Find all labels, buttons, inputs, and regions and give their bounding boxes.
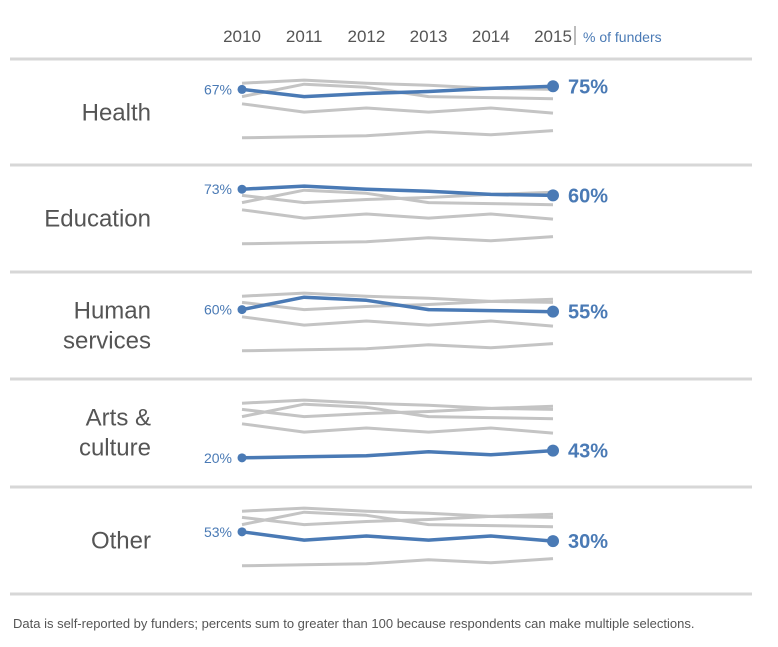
context-line — [241, 188, 554, 207]
category-label: Other — [91, 528, 151, 555]
start-value-label: 60% — [204, 302, 232, 318]
end-value-label: 60% — [568, 185, 608, 207]
year-label: 2011 — [286, 27, 323, 46]
context-line — [241, 557, 554, 568]
end-value-label: 30% — [568, 531, 608, 553]
end-value-label: 75% — [568, 76, 608, 98]
category-label: Human — [74, 298, 151, 325]
year-label: 2010 — [223, 27, 261, 46]
category-label: Arts & — [86, 405, 151, 432]
end-point — [547, 305, 559, 318]
footnote: Data is self-reported by funders; percen… — [13, 616, 695, 631]
category-label: Health — [82, 100, 151, 127]
start-point — [237, 527, 247, 537]
unit-label: % of funders — [583, 29, 662, 45]
context-line — [241, 235, 554, 246]
year-label: 2015 — [534, 27, 572, 46]
context-line — [241, 208, 554, 221]
end-value-label: 43% — [568, 441, 608, 463]
start-value-label: 73% — [204, 181, 232, 197]
context-line — [241, 342, 554, 353]
series-line — [241, 184, 554, 198]
series-line — [241, 84, 554, 99]
start-value-label: 67% — [204, 81, 232, 97]
context-line — [241, 398, 554, 411]
context-line — [241, 102, 554, 115]
start-value-label: 20% — [204, 450, 232, 466]
start-point — [237, 453, 247, 463]
start-point — [237, 305, 247, 315]
end-point — [547, 444, 559, 457]
start-point — [237, 84, 247, 94]
start-value-label: 53% — [204, 524, 232, 540]
end-point — [547, 189, 559, 202]
context-line — [241, 510, 554, 529]
start-point — [237, 184, 247, 194]
context-line — [241, 422, 554, 435]
category-label: Education — [44, 206, 151, 233]
end-value-label: 55% — [568, 302, 608, 324]
year-label: 2014 — [472, 27, 510, 46]
series-line — [241, 448, 554, 460]
category-label: culture — [79, 435, 151, 462]
end-point — [547, 535, 559, 548]
context-line — [241, 402, 554, 421]
end-point — [547, 80, 559, 93]
series-line — [241, 530, 554, 543]
context-line — [241, 315, 554, 328]
year-label: 2012 — [347, 27, 385, 46]
context-line — [241, 129, 554, 140]
category-label: services — [63, 328, 151, 355]
series-line — [241, 295, 554, 314]
context-line — [241, 291, 554, 304]
context-line — [241, 506, 554, 519]
year-label: 2013 — [410, 27, 448, 46]
